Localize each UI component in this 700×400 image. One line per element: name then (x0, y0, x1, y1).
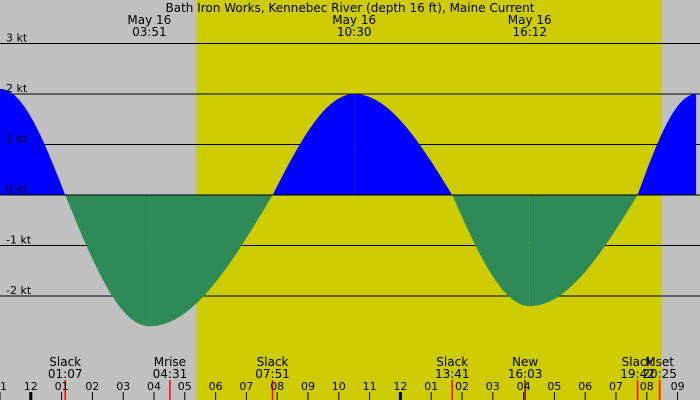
hour-tick-label: 05 (178, 380, 192, 393)
event-time-label: 01:07 (48, 367, 83, 381)
hour-tick-label: 11 (0, 380, 7, 393)
y-tick-label: 2 kt (6, 82, 28, 95)
event-time-label: 19:42 (620, 367, 655, 381)
hour-tick-label: 07 (239, 380, 253, 393)
hour-tick-label: 08 (640, 380, 654, 393)
hour-tick-label: 03 (486, 380, 500, 393)
hour-tick-label: 08 (270, 380, 284, 393)
event-time-label: 16:03 (508, 367, 543, 381)
peak-date-label: May 16 (508, 13, 552, 27)
flood-area (637, 94, 697, 195)
peak-time-label: 03:51 (132, 25, 167, 39)
flood-area (0, 88, 66, 195)
y-tick-label: -1 kt (6, 234, 32, 247)
hour-tick-label: 02 (455, 380, 469, 393)
hour-tick-label: 07 (609, 380, 623, 393)
hour-tick-label: 09 (671, 380, 685, 393)
hour-tick-label: 12 (24, 380, 38, 393)
ebb-area (149, 195, 273, 327)
chart-title: Bath Iron Works, Kennebec River (depth 1… (166, 1, 535, 15)
hour-tick-label: 10 (332, 380, 346, 393)
event-name-label: Mset (645, 355, 674, 369)
y-tick-label: -2 kt (6, 284, 32, 297)
event-name-label: Slack (257, 355, 289, 369)
event-time-label: 13:41 (435, 367, 470, 381)
peak-date-label: May 16 (332, 13, 376, 27)
hour-tick-label: 02 (85, 380, 99, 393)
event-time-label: 04:31 (153, 367, 188, 381)
hour-tick-label: 03 (116, 380, 130, 393)
hour-tick-label: 01 (424, 380, 438, 393)
y-tick-label: 0 kt (6, 183, 28, 196)
event-name-label: New (512, 355, 538, 369)
y-tick-label: 3 kt (6, 32, 28, 45)
hour-tick-label: 09 (301, 380, 315, 393)
event-time-label: 07:51 (255, 367, 290, 381)
hour-tick-label: 05 (547, 380, 561, 393)
peak-time-label: 10:30 (337, 25, 372, 39)
y-axis-labels: 3 kt 2 kt 1 kt 0 kt -1 kt -2 kt (6, 32, 32, 298)
event-name-label: Slack (622, 355, 654, 369)
ebb-area (65, 195, 150, 327)
hour-tick-label: 04 (517, 380, 531, 393)
event-name-label: Slack (436, 355, 468, 369)
event-name-label: Mrise (154, 355, 186, 369)
event-name-label: Slack (49, 355, 81, 369)
hour-tick-label: 06 (209, 380, 223, 393)
flood-area (354, 94, 453, 195)
ebb-area (452, 195, 530, 307)
hour-tick-label: 12 (393, 380, 407, 393)
hour-tick-label: 04 (147, 380, 161, 393)
hour-axis: 11 12 01 02 03 04 05 06 07 08 09 10 11 12 01 02 03 04 05 06… (0, 380, 685, 400)
ebb-area (529, 195, 638, 307)
current-areas (0, 88, 697, 327)
event-labels: Slack01:07Mrise04:31Slack07:51Slack13:41… (48, 355, 677, 400)
hour-tick-label: 11 (363, 380, 377, 393)
hour-tick-label: 06 (578, 380, 592, 393)
event-time-label: 20:25 (642, 367, 677, 381)
hour-tick-label: 01 (55, 380, 69, 393)
flood-area (272, 94, 355, 195)
peak-time-label: 16:12 (512, 25, 547, 39)
peak-date-label: May 16 (127, 13, 171, 27)
y-tick-label: 1 kt (6, 133, 28, 146)
